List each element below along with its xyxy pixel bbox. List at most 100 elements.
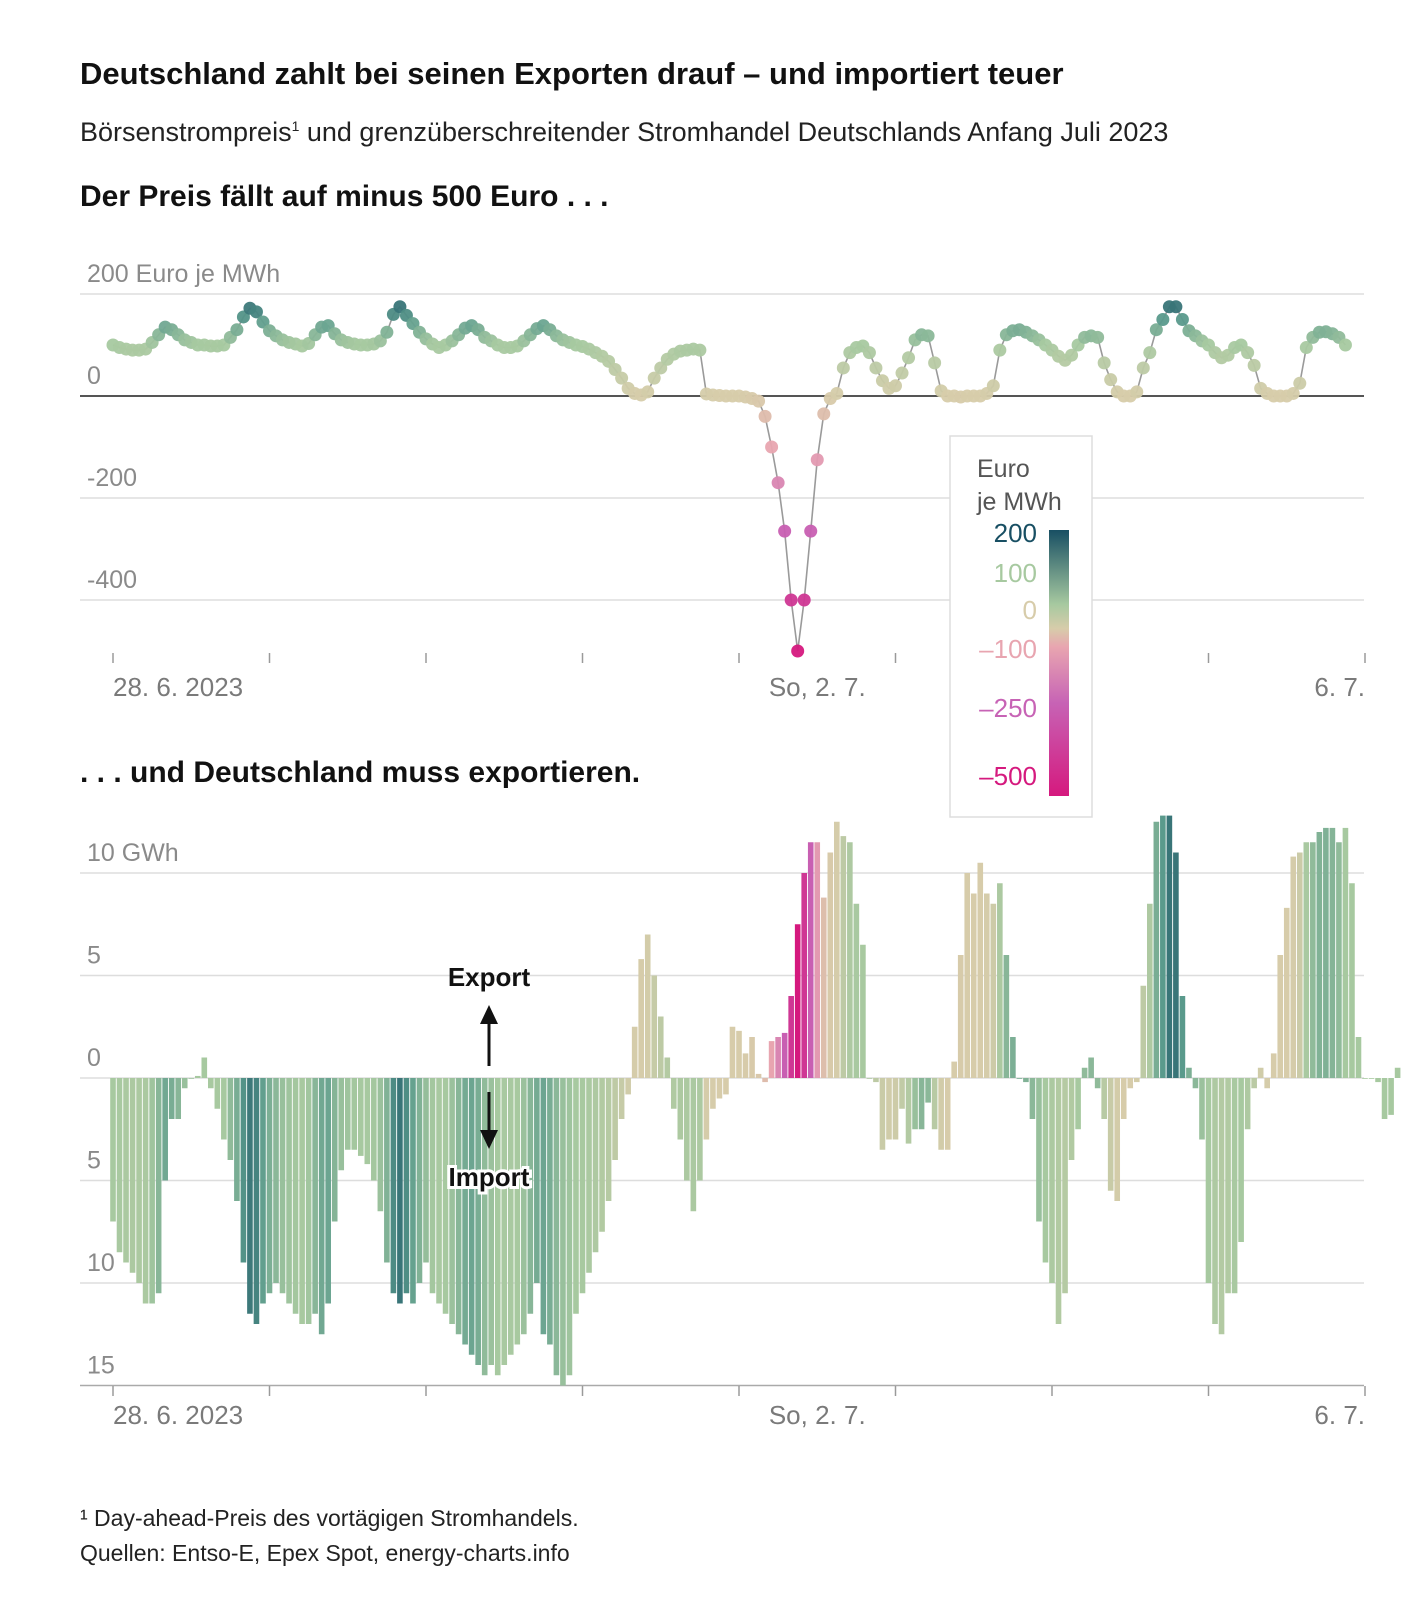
- trade-bar: [1355, 1037, 1362, 1078]
- trade-x-tick-label: 28. 6. 2023: [113, 1400, 243, 1430]
- trade-bar: [1166, 815, 1173, 1078]
- legend-value: 100: [994, 558, 1037, 588]
- trade-bar: [1127, 1078, 1134, 1089]
- price-point: [230, 323, 244, 337]
- export-arrow-head: [480, 1005, 498, 1024]
- trade-bar: [260, 1078, 266, 1304]
- trade-bar: [1270, 1053, 1277, 1078]
- trade-bar: [221, 1078, 227, 1140]
- trade-bar: [938, 1078, 944, 1150]
- trade-bar: [1296, 852, 1303, 1078]
- import-label: Import: [449, 1162, 530, 1192]
- trade-y-tick-label: 10 GWh: [87, 839, 179, 867]
- trade-bar: [1283, 907, 1290, 1078]
- trade-bar: [377, 1078, 384, 1212]
- trade-bar: [253, 1078, 260, 1324]
- trade-bar: [651, 975, 658, 1078]
- chart-title: Deutschland zahlt bei seinen Exporten dr…: [80, 56, 1064, 91]
- trade-bar: [599, 1078, 605, 1232]
- trade-bar: [488, 1078, 495, 1365]
- trade-bar: [305, 1078, 312, 1324]
- trade-bar: [873, 1078, 879, 1083]
- trade-bar: [162, 1078, 168, 1181]
- price-point: [889, 379, 902, 393]
- trade-bar: [436, 1078, 442, 1304]
- legend-title-line: je MWh: [976, 488, 1062, 516]
- trade-bar: [155, 1078, 162, 1294]
- trade-bar: [475, 1078, 481, 1365]
- price-point: [921, 329, 935, 343]
- trade-bar: [1225, 1078, 1231, 1294]
- trade-bar: [560, 1078, 566, 1386]
- trade-bar: [794, 924, 801, 1078]
- trade-bar: [429, 1078, 436, 1294]
- price-point: [817, 407, 831, 421]
- price-point: [784, 593, 798, 607]
- trade-bar: [1068, 1078, 1075, 1160]
- trade-bar: [214, 1078, 221, 1109]
- trade-bar: [481, 1078, 488, 1376]
- trade-bar: [292, 1078, 299, 1314]
- trade-bar: [638, 959, 644, 1078]
- trade-bar: [586, 1078, 592, 1273]
- trade-bar: [723, 1078, 729, 1095]
- price-point: [986, 379, 1000, 393]
- price-point: [869, 361, 883, 375]
- price-x-axis: 28. 6. 2023 So, 2. 7. 6. 7.: [112, 653, 1366, 702]
- trade-bar: [1179, 996, 1186, 1078]
- trade-bar: [1029, 1078, 1036, 1119]
- price-point: [1169, 300, 1183, 314]
- trade-bar: [860, 944, 866, 1078]
- price-chart-heading: Der Preis fällt auf minus 500 Euro . . .: [80, 180, 609, 213]
- trade-bar: [847, 842, 853, 1078]
- price-grid: 200 Euro je MWh 0 -200 -400: [80, 260, 1364, 601]
- legend-value: –250: [979, 693, 1037, 723]
- trade-x-axis: 28. 6. 2023 So, 2. 7. 6. 7.: [112, 1386, 1366, 1430]
- price-point: [1175, 313, 1189, 326]
- price-y-tick-label: 200 Euro je MWh: [87, 260, 280, 288]
- trade-bar: [1081, 1067, 1088, 1078]
- trade-x-tick-label: 6. 7.: [1314, 1400, 1365, 1430]
- trade-bar: [240, 1078, 247, 1263]
- trade-bar: [442, 1078, 449, 1314]
- trade-bar: [729, 1026, 736, 1078]
- trade-bar: [1212, 1078, 1218, 1324]
- price-point: [1091, 330, 1105, 344]
- trade-bar: [579, 1078, 586, 1294]
- trade-bars: [110, 815, 1401, 1386]
- trade-bar: [1381, 1078, 1388, 1119]
- trade-bar: [136, 1078, 142, 1283]
- price-point: [1286, 386, 1300, 400]
- price-point: [1293, 376, 1307, 390]
- export-label: Export: [448, 962, 531, 992]
- trade-bar: [657, 1016, 664, 1078]
- trade-bar: [129, 1078, 136, 1273]
- trade-bar: [684, 1078, 690, 1181]
- trade-bar: [1120, 1078, 1127, 1119]
- trade-bar: [234, 1078, 240, 1201]
- trade-bar: [279, 1078, 286, 1294]
- trade-bar: [514, 1078, 521, 1345]
- price-point: [1104, 373, 1118, 387]
- trade-bar: [397, 1078, 403, 1304]
- trade-bar: [762, 1078, 768, 1083]
- price-point: [641, 385, 655, 399]
- price-point: [765, 440, 779, 454]
- price-point: [1299, 341, 1313, 355]
- trade-bar: [1316, 832, 1323, 1078]
- trade-bar: [501, 1078, 508, 1365]
- price-point: [778, 524, 792, 538]
- trade-bar: [892, 1078, 899, 1140]
- legend-gradient-bar: [1049, 530, 1069, 796]
- trade-bar: [208, 1078, 214, 1089]
- trade-bar: [299, 1078, 305, 1324]
- trade-bar: [618, 1078, 625, 1119]
- trade-bar: [768, 1041, 775, 1078]
- price-point: [1247, 358, 1261, 372]
- trade-bar: [573, 1078, 579, 1314]
- trade-bar: [384, 1078, 390, 1263]
- trade-bar: [142, 1078, 149, 1304]
- export-import-arrows: Export Import: [446, 962, 533, 1195]
